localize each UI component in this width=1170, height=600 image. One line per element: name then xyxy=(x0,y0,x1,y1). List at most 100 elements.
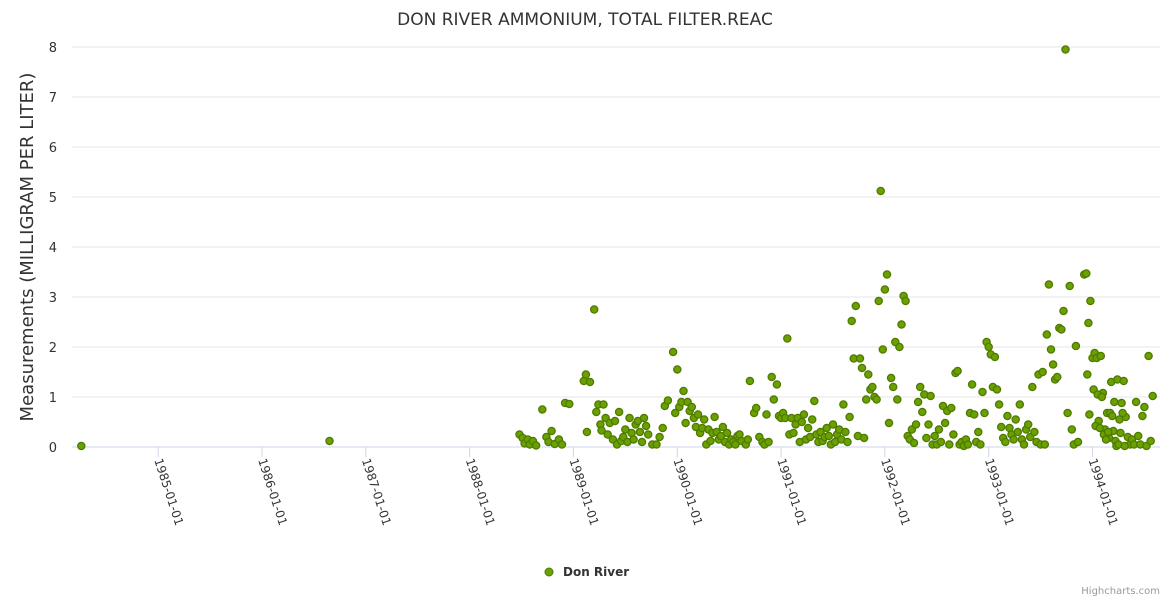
data-point[interactable] xyxy=(945,440,954,449)
data-point[interactable] xyxy=(810,396,819,406)
data-point[interactable] xyxy=(614,407,624,417)
data-point[interactable] xyxy=(1001,437,1010,447)
data-point[interactable] xyxy=(859,433,869,443)
data-point[interactable] xyxy=(1095,423,1105,433)
data-point[interactable] xyxy=(980,408,989,418)
data-point[interactable] xyxy=(681,418,690,428)
data-point[interactable] xyxy=(1013,427,1023,437)
data-point[interactable] xyxy=(658,423,667,433)
data-point[interactable] xyxy=(1086,296,1095,306)
data-point[interactable] xyxy=(911,420,921,429)
data-point[interactable] xyxy=(992,385,1002,394)
data-point[interactable] xyxy=(895,342,904,352)
data-point[interactable] xyxy=(978,387,987,397)
data-point[interactable] xyxy=(592,407,601,417)
data-point[interactable] xyxy=(839,400,848,409)
data-point[interactable] xyxy=(1038,367,1047,377)
data-point[interactable] xyxy=(872,395,881,404)
data-point[interactable] xyxy=(668,347,678,357)
data-point[interactable] xyxy=(1023,420,1033,429)
data-point[interactable] xyxy=(990,352,1000,362)
data-point[interactable] xyxy=(582,427,592,437)
data-point[interactable] xyxy=(924,420,933,429)
data-point[interactable] xyxy=(799,410,809,419)
data-point[interactable] xyxy=(847,316,856,326)
data-point[interactable] xyxy=(687,402,697,412)
legend-item-don-river[interactable]: Don River xyxy=(563,565,629,579)
data-point[interactable] xyxy=(843,437,852,447)
data-point[interactable] xyxy=(531,441,541,450)
data-point[interactable] xyxy=(1085,410,1094,419)
data-point[interactable] xyxy=(884,418,894,428)
data-point[interactable] xyxy=(637,437,647,447)
data-point[interactable] xyxy=(670,408,680,418)
data-point[interactable] xyxy=(538,405,547,414)
data-point[interactable] xyxy=(1065,281,1074,291)
data-point[interactable] xyxy=(629,435,638,444)
data-point[interactable] xyxy=(888,382,898,392)
data-point[interactable] xyxy=(876,186,885,196)
data-point[interactable] xyxy=(1067,425,1077,434)
data-point[interactable] xyxy=(947,403,956,413)
data-point[interactable] xyxy=(641,421,651,431)
data-point[interactable] xyxy=(1042,330,1052,339)
data-point[interactable] xyxy=(621,425,630,434)
data-point[interactable] xyxy=(1110,397,1119,407)
data-point[interactable] xyxy=(731,440,740,449)
data-point[interactable] xyxy=(1046,345,1056,354)
data-point[interactable] xyxy=(1052,372,1062,382)
data-point[interactable] xyxy=(767,372,776,382)
data-point[interactable] xyxy=(325,436,334,446)
data-point[interactable] xyxy=(976,440,985,449)
data-point[interactable] xyxy=(880,285,890,294)
data-point[interactable] xyxy=(639,413,649,423)
data-point[interactable] xyxy=(783,334,792,343)
data-point[interactable] xyxy=(635,427,645,437)
data-point[interactable] xyxy=(1083,370,1092,379)
data-point[interactable] xyxy=(828,420,838,429)
data-point[interactable] xyxy=(589,305,599,314)
data-point[interactable] xyxy=(874,296,883,306)
data-point[interactable] xyxy=(1131,397,1141,407)
data-point[interactable] xyxy=(652,440,661,449)
data-point[interactable] xyxy=(855,354,865,363)
data-point[interactable] xyxy=(673,365,682,374)
data-point[interactable] xyxy=(1148,391,1157,401)
data-point[interactable] xyxy=(909,438,919,448)
data-point[interactable] xyxy=(882,270,892,279)
data-point[interactable] xyxy=(926,391,935,401)
data-point[interactable] xyxy=(868,382,877,392)
data-point[interactable] xyxy=(764,437,773,447)
data-point[interactable] xyxy=(77,441,86,451)
data-point[interactable] xyxy=(1146,436,1155,446)
data-point[interactable] xyxy=(1015,400,1025,409)
data-point[interactable] xyxy=(603,430,612,439)
data-point[interactable] xyxy=(984,342,993,352)
data-point[interactable] xyxy=(851,301,861,311)
data-point[interactable] xyxy=(581,370,591,379)
data-point[interactable] xyxy=(1061,45,1070,54)
data-point[interactable] xyxy=(841,427,850,437)
data-point[interactable] xyxy=(1082,269,1091,278)
data-series-don-river[interactable] xyxy=(77,45,1157,451)
data-point[interactable] xyxy=(1057,325,1066,334)
data-point[interactable] xyxy=(1133,431,1143,441)
data-point[interactable] xyxy=(1119,376,1128,386)
data-point[interactable] xyxy=(772,380,782,389)
data-point[interactable] xyxy=(963,440,973,449)
data-point[interactable] xyxy=(893,395,902,404)
data-point[interactable] xyxy=(940,418,950,428)
legend-marker-icon[interactable] xyxy=(544,567,554,577)
data-point[interactable] xyxy=(663,396,673,405)
data-point[interactable] xyxy=(807,415,817,424)
data-point[interactable] xyxy=(1117,398,1126,408)
data-point[interactable] xyxy=(1144,351,1153,361)
data-point[interactable] xyxy=(789,428,798,438)
data-point[interactable] xyxy=(610,416,620,426)
data-point[interactable] xyxy=(1073,437,1083,447)
data-point[interactable] xyxy=(934,425,944,434)
data-point[interactable] xyxy=(864,370,873,379)
data-point[interactable] xyxy=(845,412,854,422)
data-point[interactable] xyxy=(1048,360,1058,369)
data-point[interactable] xyxy=(565,399,574,409)
